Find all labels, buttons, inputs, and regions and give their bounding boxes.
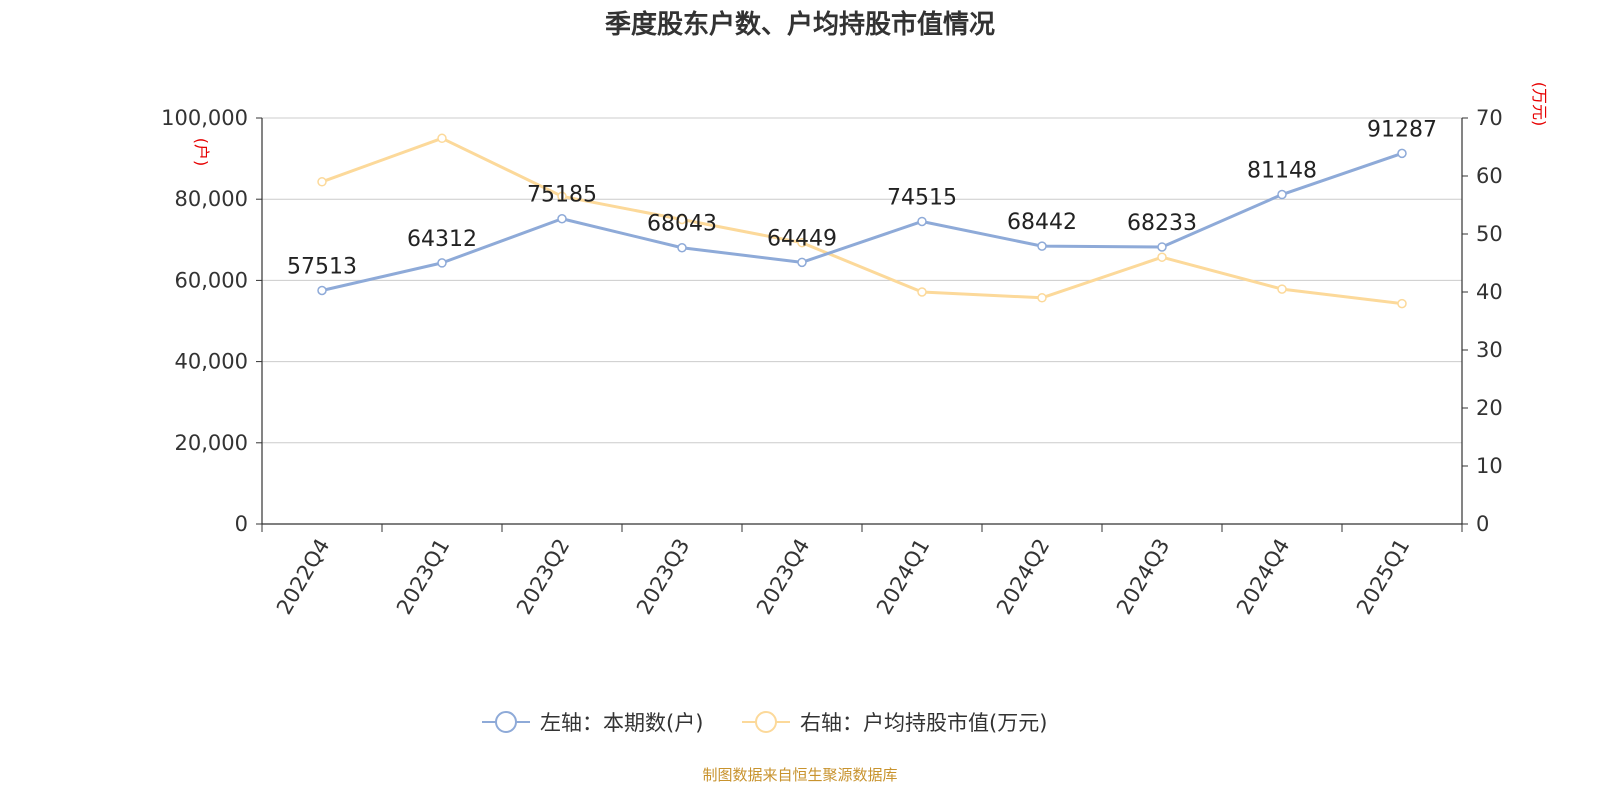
- x-axis-tick-label: 2024Q1: [872, 535, 934, 619]
- right-axis-tick-label: 30: [1476, 338, 1503, 362]
- right-axis-tick-label: 70: [1476, 106, 1503, 130]
- data-label: 57513: [287, 254, 357, 279]
- data-label: 91287: [1367, 117, 1437, 142]
- x-axis-tick-label: 2024Q4: [1232, 535, 1294, 619]
- legend-label: 右轴：户均持股市值(万元): [800, 711, 1047, 735]
- left-series-point: [557, 213, 567, 224]
- left-axis-tick-label: 60,000: [175, 268, 248, 292]
- right-axis-tick-label: 40: [1476, 280, 1503, 304]
- left-series-point: [1037, 241, 1047, 251]
- left-series-point: [1397, 148, 1407, 159]
- left-axis-tick-label: 40,000: [175, 350, 248, 374]
- series-line-left: [321, 151, 1403, 292]
- left-axis-tick-label: 80,000: [175, 187, 248, 211]
- left-series-point: [1157, 242, 1167, 252]
- right-series-point: [917, 287, 927, 297]
- right-series-point: [677, 214, 687, 225]
- left-series-point: [677, 242, 687, 253]
- legend-marker: [495, 711, 517, 733]
- right-series-point: [797, 237, 807, 248]
- left-axis-tick-label: 20,000: [175, 431, 248, 455]
- left-axis-tick-label: 0: [235, 512, 248, 536]
- left-series-point: [917, 216, 927, 227]
- data-label: 64449: [767, 226, 837, 251]
- x-axis-tick-label: 2024Q3: [1112, 535, 1174, 619]
- left-series-point: [1277, 189, 1287, 200]
- data-label: 68043: [647, 212, 717, 237]
- data-label: 68233: [1127, 211, 1197, 236]
- data-label: 68442: [1007, 210, 1077, 235]
- right-axis-tick-label: 20: [1476, 396, 1503, 420]
- series-line-right: [321, 136, 1403, 306]
- right-axis-unit: (万元): [1530, 82, 1549, 127]
- data-label: 81148: [1247, 159, 1317, 184]
- right-axis-tick-label: 0: [1476, 512, 1489, 536]
- right-series-point: [557, 191, 567, 202]
- right-series-point: [1277, 284, 1287, 294]
- left-series-point: [437, 258, 447, 268]
- data-label: 75185: [527, 183, 597, 208]
- right-series-point: [1037, 293, 1047, 303]
- right-series-point: [1157, 252, 1167, 262]
- x-axis-tick-label: 2023Q4: [752, 535, 814, 619]
- x-axis-tick-label: 2023Q2: [512, 535, 574, 619]
- chart-title: 季度股东户数、户均持股市值情况: [604, 10, 995, 40]
- data-label: 74515: [887, 185, 957, 210]
- right-series-point: [1397, 298, 1407, 309]
- x-axis-tick-label: 2025Q1: [1352, 535, 1414, 619]
- data-label: 64312: [407, 227, 477, 252]
- left-axis-tick-label: 100,000: [161, 106, 248, 130]
- legend-label: 左轴：本期数(户): [540, 711, 703, 735]
- left-series-point: [317, 285, 327, 296]
- right-axis-tick-label: 60: [1476, 164, 1503, 188]
- x-axis-tick-label: 2022Q4: [272, 535, 334, 619]
- right-series-point: [437, 133, 447, 144]
- x-axis-tick-label: 2024Q2: [992, 535, 1054, 619]
- data-source-note: 制图数据来自恒生聚源数据库: [702, 766, 898, 784]
- right-axis-tick-label: 50: [1476, 222, 1503, 246]
- x-axis-tick-label: 2023Q1: [392, 535, 454, 619]
- left-axis-unit: (户): [192, 138, 211, 167]
- left-series-point: [797, 257, 807, 268]
- legend-marker: [755, 711, 777, 733]
- right-axis-tick-label: 10: [1476, 454, 1503, 478]
- right-series-point: [317, 177, 327, 187]
- x-axis-tick-label: 2023Q3: [632, 535, 694, 619]
